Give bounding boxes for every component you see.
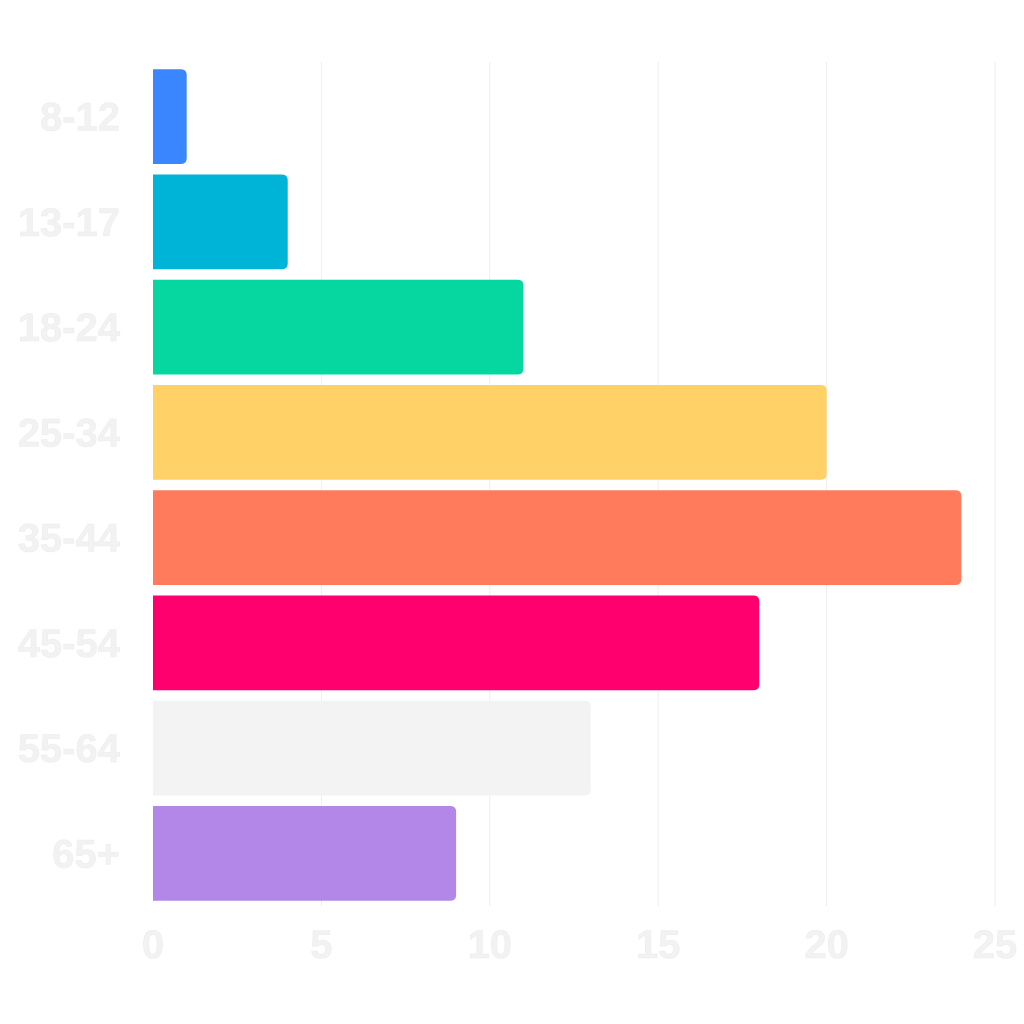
bar-8-12 [153,69,187,164]
y-tick-label-8-12: 8-12 [40,96,120,140]
x-tick-label-0: 0 [142,923,164,967]
x-tick-label-15: 15 [636,923,681,967]
x-tick-label-20: 20 [804,923,849,967]
bar-13-17 [153,174,288,270]
y-tick-label-65+: 65+ [52,832,120,876]
bar-25-34 [153,385,827,480]
bars [153,69,962,901]
x-axis-labels: 0 5 10 15 20 25 [142,923,1018,968]
bar-55-64 [153,700,591,796]
y-tick-label-18-24: 18-24 [18,306,121,350]
x-tick-label-25: 25 [973,923,1018,967]
y-tick-label-55-64: 55-64 [18,727,121,771]
y-tick-label-35-44: 35-44 [18,517,121,561]
y-tick-label-45-54: 45-54 [18,622,121,666]
y-axis-labels: 8-12 13-17 18-24 25-34 35-44 45-54 55-64 65+ [17,95,121,876]
bar-35-44 [153,490,962,585]
y-tick-label-13-17: 13-17 [18,201,120,245]
y-tick-label-25-34: 25-34 [18,411,121,455]
bar-65+ [153,806,457,901]
x-tick-label-10: 10 [468,923,513,967]
bar-18-24 [153,279,524,375]
x-tick-label-5: 5 [310,923,332,967]
bar-45-54 [153,595,760,691]
